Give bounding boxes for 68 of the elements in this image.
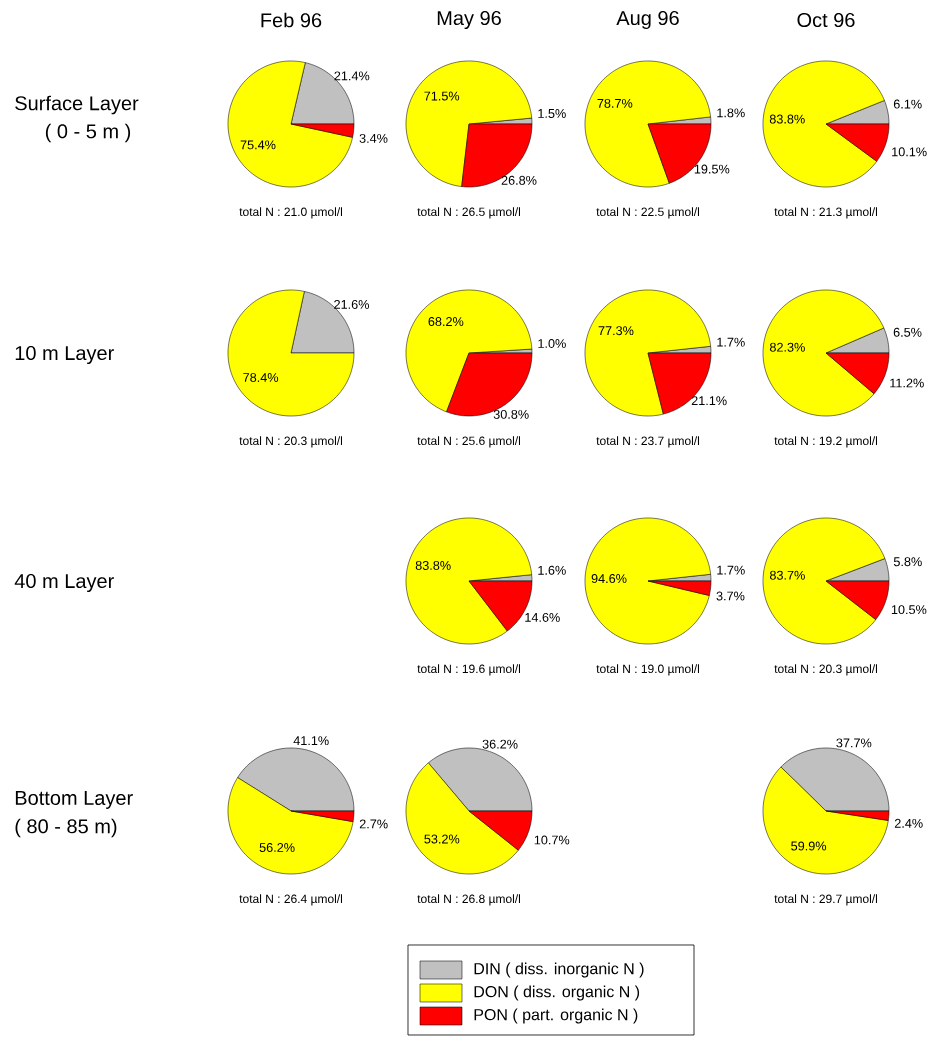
text: total N : 21.3 µmol/l bbox=[774, 207, 877, 219]
text: total N : 25.6 µmol/l bbox=[417, 436, 520, 448]
text: total N : 21.0 µmol/l bbox=[239, 207, 342, 219]
data-label: 11.2% bbox=[890, 378, 924, 388]
data-label: 26.8% bbox=[501, 175, 537, 185]
text: total N : 29.7 µmol/l bbox=[774, 894, 877, 906]
legend-label: DON ( diss. organic N ) bbox=[474, 985, 640, 1001]
data-label: 83.7% bbox=[769, 570, 805, 580]
text: 40 m Layer bbox=[14, 573, 114, 593]
data-label: 30.8% bbox=[493, 409, 529, 419]
data-label: 1.0% bbox=[538, 339, 566, 348]
legend-label: PON ( part. organic N ) bbox=[474, 1008, 638, 1024]
data-label: 53.2% bbox=[424, 834, 460, 844]
data-label: 2.4% bbox=[894, 818, 923, 828]
text: total N : 26.8 µmol/l bbox=[417, 894, 520, 906]
data-label: 6.5% bbox=[893, 327, 922, 337]
text: Aug 96 bbox=[616, 10, 679, 30]
text: total N : 20.3 µmol/l bbox=[239, 436, 342, 448]
data-label: 83.8% bbox=[415, 561, 451, 570]
data-label: 75.4% bbox=[240, 140, 276, 150]
data-label: 21.6% bbox=[334, 299, 369, 309]
data-label: 19.5% bbox=[694, 164, 730, 174]
data-label: 78.4% bbox=[243, 373, 279, 382]
data-label: 68.2% bbox=[428, 317, 464, 327]
data-label: 10.5% bbox=[891, 605, 927, 615]
data-label: 3.4% bbox=[359, 133, 388, 143]
data-label: 3.7% bbox=[716, 591, 745, 601]
legend-label: DIN ( diss. inorganic N ) bbox=[474, 962, 644, 978]
text: total N : 22.5 µmol/l bbox=[596, 207, 699, 219]
data-label: 6.1% bbox=[893, 99, 922, 109]
data-label: 82.3% bbox=[769, 342, 805, 352]
data-label: 56.2% bbox=[259, 843, 295, 852]
data-label: 1.6% bbox=[538, 565, 566, 575]
data-label: 10.1% bbox=[892, 147, 927, 157]
text: May 96 bbox=[437, 10, 501, 30]
data-label: 1.7% bbox=[717, 565, 745, 575]
text: total N : 19.2 µmol/l bbox=[774, 436, 877, 448]
data-label: 41.1% bbox=[293, 736, 329, 746]
data-label: 5.8% bbox=[893, 557, 922, 567]
text: total N : 26.4 µmol/l bbox=[239, 894, 342, 906]
text: 10 m Layer bbox=[15, 345, 114, 365]
text: total N : 20.3 µmol/l bbox=[774, 664, 877, 676]
text: Oct 96 bbox=[797, 12, 855, 28]
data-label: 21.1% bbox=[691, 396, 727, 406]
text: total N : 23.7 µmol/l bbox=[596, 436, 699, 448]
text: total N : 26.5 µmol/l bbox=[417, 207, 520, 219]
data-label: 14.6% bbox=[525, 612, 560, 622]
data-label: 2.7% bbox=[359, 819, 388, 829]
text: Surface Layer bbox=[15, 95, 139, 115]
text: total N : 19.0 µmol/l bbox=[596, 664, 699, 676]
data-label: 77.3% bbox=[598, 326, 634, 336]
data-label: 37.7% bbox=[836, 738, 872, 748]
data-label: 78.7% bbox=[597, 98, 633, 108]
text: Bottom Layer bbox=[15, 791, 133, 809]
text: Feb 96 bbox=[261, 12, 322, 28]
data-label: 71.5% bbox=[424, 91, 460, 101]
text: total N : 19.6 µmol/l bbox=[417, 664, 520, 676]
data-label: 1.7% bbox=[717, 337, 745, 347]
text: ( 80 - 85 m) bbox=[15, 818, 117, 838]
data-label: 1.8% bbox=[717, 108, 745, 118]
data-label: 10.7% bbox=[534, 835, 570, 845]
data-label: 36.2% bbox=[482, 739, 518, 749]
data-label: 59.9% bbox=[791, 841, 827, 851]
data-label: 1.5% bbox=[538, 109, 566, 118]
data-label: 21.4% bbox=[334, 71, 370, 81]
text: ( 0 - 5 m ) bbox=[45, 123, 131, 143]
data-label: 83.8% bbox=[769, 114, 805, 124]
data-label: 94.6% bbox=[591, 574, 627, 584]
